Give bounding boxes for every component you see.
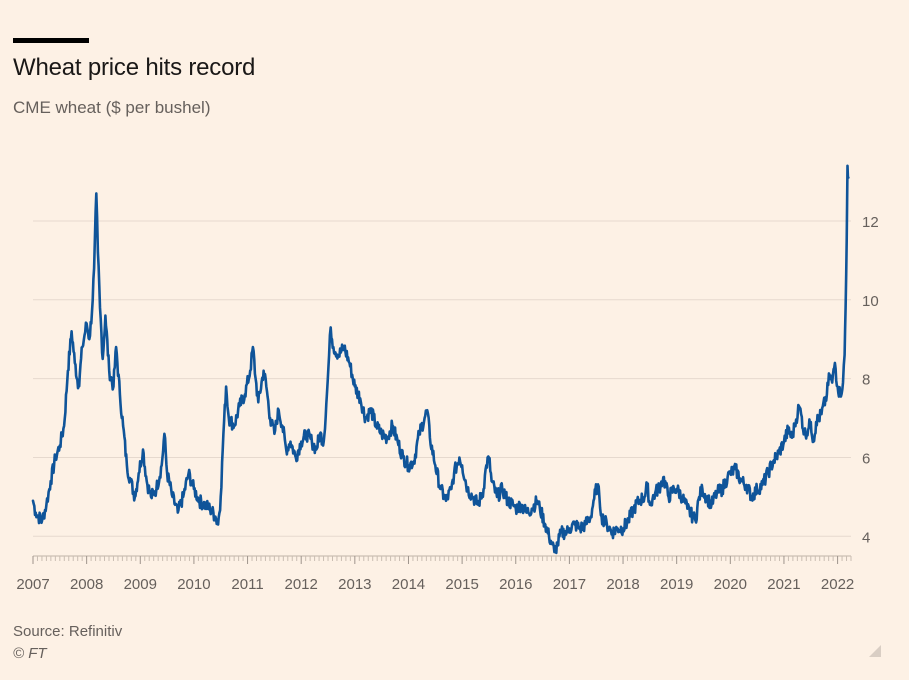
resize-corner-icon [869, 645, 881, 657]
x-tick-label-2016: 2016 [499, 576, 532, 593]
title-rule [13, 38, 89, 43]
y-tick-label-6: 6 [862, 450, 870, 467]
series-line-cme-wheat [31, 164, 850, 555]
x-tick-label-2013: 2013 [338, 576, 371, 593]
series-layer [31, 164, 850, 555]
x-tick-label-2010: 2010 [177, 576, 210, 593]
source-note: Source: Refinitiv [13, 623, 123, 640]
x-tick-label-2021: 2021 [767, 576, 800, 593]
y-tick-label-8: 8 [862, 372, 870, 389]
chart-title: Wheat price hits record [13, 54, 256, 81]
y-tick-label-4: 4 [862, 529, 870, 546]
x-tick-label-2018: 2018 [606, 576, 639, 593]
x-axis-labels: 2007 2008 2009 2010 2011 2012 2013 2014 2015 2016… [16, 576, 854, 593]
x-axis-minor-ticks [32, 556, 852, 564]
y-tick-label-12: 12 [862, 214, 879, 231]
x-tick-label-2012: 2012 [285, 576, 318, 593]
x-tick-label-2009: 2009 [124, 576, 157, 593]
x-tick-label-2014: 2014 [392, 576, 425, 593]
x-tick-label-2015: 2015 [445, 576, 478, 593]
y-axis-labels: 4 6 8 10 12 [862, 214, 879, 546]
x-tick-label-2022: 2022 [821, 576, 854, 593]
x-tick-label-2007: 2007 [16, 576, 49, 593]
copyright-note: © FT [13, 645, 47, 662]
chart-subtitle: CME wheat ($ per bushel) [13, 98, 211, 117]
y-tick-label-10: 10 [862, 293, 879, 310]
x-tick-label-2011: 2011 [231, 576, 263, 593]
x-tick-label-2017: 2017 [553, 576, 586, 593]
x-tick-label-2008: 2008 [70, 576, 103, 593]
x-tick-label-2019: 2019 [660, 576, 693, 593]
x-tick-label-2020: 2020 [714, 576, 747, 593]
grid-lines [33, 220, 851, 557]
